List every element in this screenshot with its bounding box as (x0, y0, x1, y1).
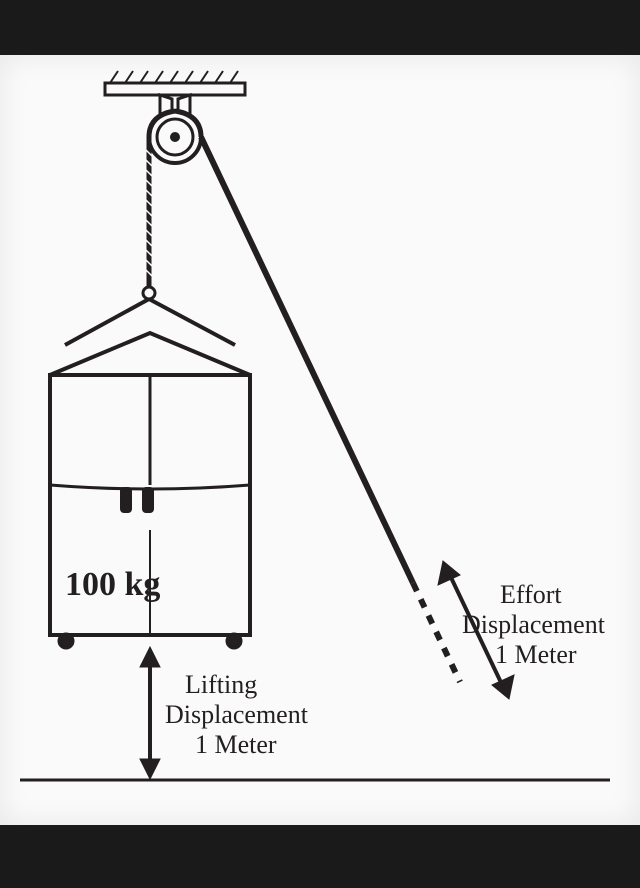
ceiling-mount (105, 71, 245, 95)
svg-text:Displacement: Displacement (462, 610, 606, 639)
weight-label: 100 kg (65, 566, 160, 603)
lifting-label: Lifting Displacement 1 Meter (165, 670, 309, 759)
svg-text:1 Meter: 1 Meter (495, 640, 577, 669)
diagram-canvas: 100 kg Lifting Displacement 1 Meter (0, 55, 640, 825)
lifting-arrow (140, 647, 160, 779)
pulley-diagram: 100 kg Lifting Displacement 1 Meter (0, 55, 640, 825)
svg-text:Lifting: Lifting (185, 670, 257, 699)
effort-label: Effort Displacement 1 Meter (462, 580, 606, 669)
svg-text:Effort: Effort (500, 580, 562, 609)
svg-text:1 Meter: 1 Meter (195, 730, 277, 759)
page: 100 kg Lifting Displacement 1 Meter (0, 0, 640, 888)
svg-text:Displacement: Displacement (165, 700, 309, 729)
